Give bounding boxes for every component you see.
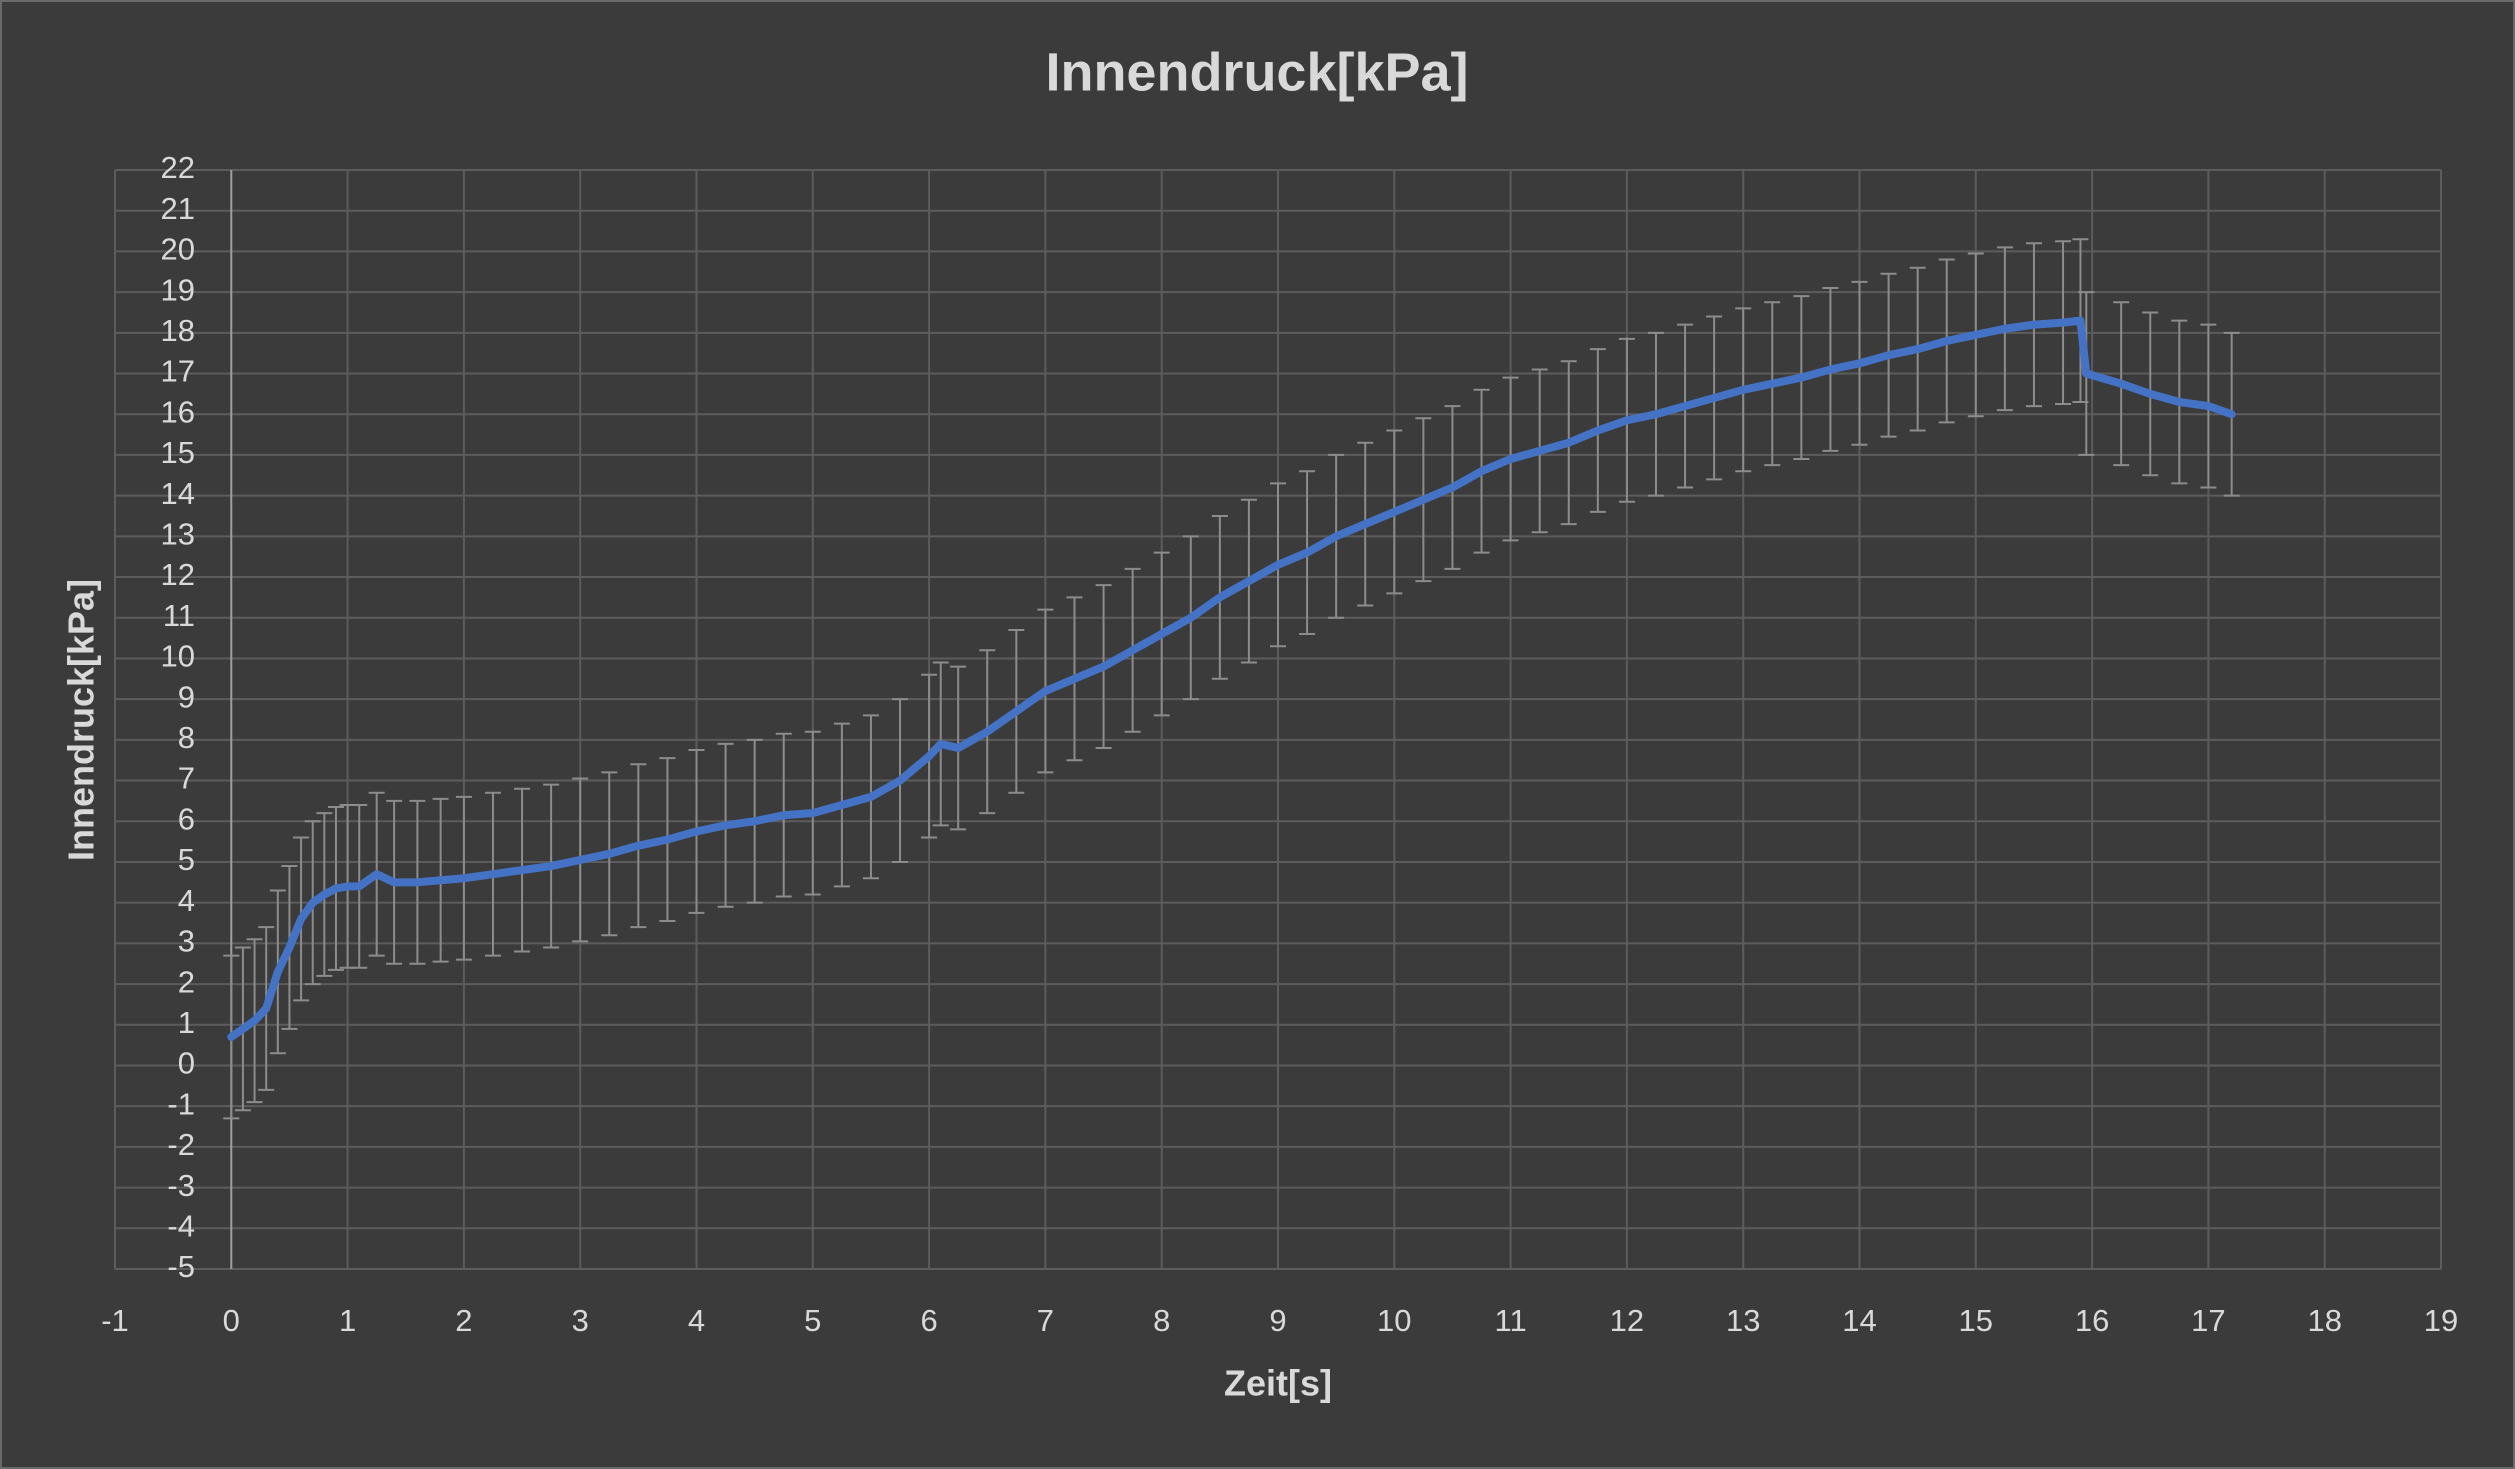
y-tick-label: 21 bbox=[161, 191, 195, 226]
y-tick-label: 15 bbox=[161, 435, 195, 470]
x-tick-label: 6 bbox=[920, 1303, 937, 1338]
y-tick-label: 9 bbox=[178, 679, 195, 714]
y-tick-label: -2 bbox=[167, 1127, 195, 1162]
y-tick-label: 13 bbox=[161, 517, 195, 552]
x-tick-label: 1 bbox=[339, 1303, 356, 1338]
x-tick-label: 8 bbox=[1153, 1303, 1170, 1338]
y-tick-label: 0 bbox=[178, 1046, 195, 1081]
x-tick-label: 12 bbox=[1610, 1303, 1644, 1338]
x-tick-label: 2 bbox=[455, 1303, 472, 1338]
x-tick-label: 19 bbox=[2424, 1303, 2458, 1338]
y-tick-label: 2 bbox=[178, 964, 195, 999]
x-tick-label: 17 bbox=[2191, 1303, 2225, 1338]
x-tick-label: 10 bbox=[1377, 1303, 1411, 1338]
y-tick-label: -5 bbox=[167, 1249, 195, 1284]
y-tick-label: 22 bbox=[161, 150, 195, 185]
y-tick-label: -1 bbox=[167, 1086, 195, 1121]
y-tick-label: 17 bbox=[161, 354, 195, 389]
y-tick-label: 6 bbox=[178, 801, 195, 836]
y-tick-label: 8 bbox=[178, 720, 195, 755]
x-tick-label: 11 bbox=[1495, 1303, 1527, 1338]
y-tick-label: 14 bbox=[161, 476, 195, 511]
y-tick-label: -4 bbox=[167, 1208, 195, 1243]
x-tick-label: 14 bbox=[1842, 1303, 1876, 1338]
y-tick-label: 5 bbox=[178, 842, 195, 877]
x-axis-title: Zeit[s] bbox=[1224, 1363, 1332, 1404]
x-tick-label: 18 bbox=[2307, 1303, 2341, 1338]
y-tick-label: -3 bbox=[167, 1168, 195, 1203]
y-axis-title: Innendruck[kPa] bbox=[61, 579, 102, 861]
y-tick-label: 3 bbox=[178, 924, 195, 959]
x-tick-label: 4 bbox=[688, 1303, 705, 1338]
x-tick-label: 9 bbox=[1269, 1303, 1286, 1338]
y-tick-label: 11 bbox=[163, 598, 195, 633]
x-tick-label: 0 bbox=[223, 1303, 240, 1338]
x-tick-label: 5 bbox=[804, 1303, 821, 1338]
chart-title: Innendruck[kPa] bbox=[1045, 42, 1468, 102]
y-tick-label: 4 bbox=[178, 883, 195, 918]
y-tick-label: 1 bbox=[178, 1005, 195, 1040]
x-tick-label: 7 bbox=[1037, 1303, 1054, 1338]
data-line bbox=[227, 316, 2236, 1041]
y-tick-label: 12 bbox=[161, 557, 195, 592]
y-tick-label: 18 bbox=[161, 313, 195, 348]
y-tick-label: 10 bbox=[161, 639, 195, 674]
x-tick-label: -1 bbox=[101, 1303, 129, 1338]
y-tick-label: 20 bbox=[161, 232, 195, 267]
y-tick-label: 7 bbox=[178, 761, 195, 796]
x-tick-label: 15 bbox=[1959, 1303, 1993, 1338]
y-tick-label: 16 bbox=[161, 394, 195, 429]
y-tick-label: 19 bbox=[161, 272, 195, 307]
x-tick-label: 13 bbox=[1726, 1303, 1760, 1338]
x-tick-label: 16 bbox=[2075, 1303, 2109, 1338]
x-tick-label: 3 bbox=[572, 1303, 589, 1338]
